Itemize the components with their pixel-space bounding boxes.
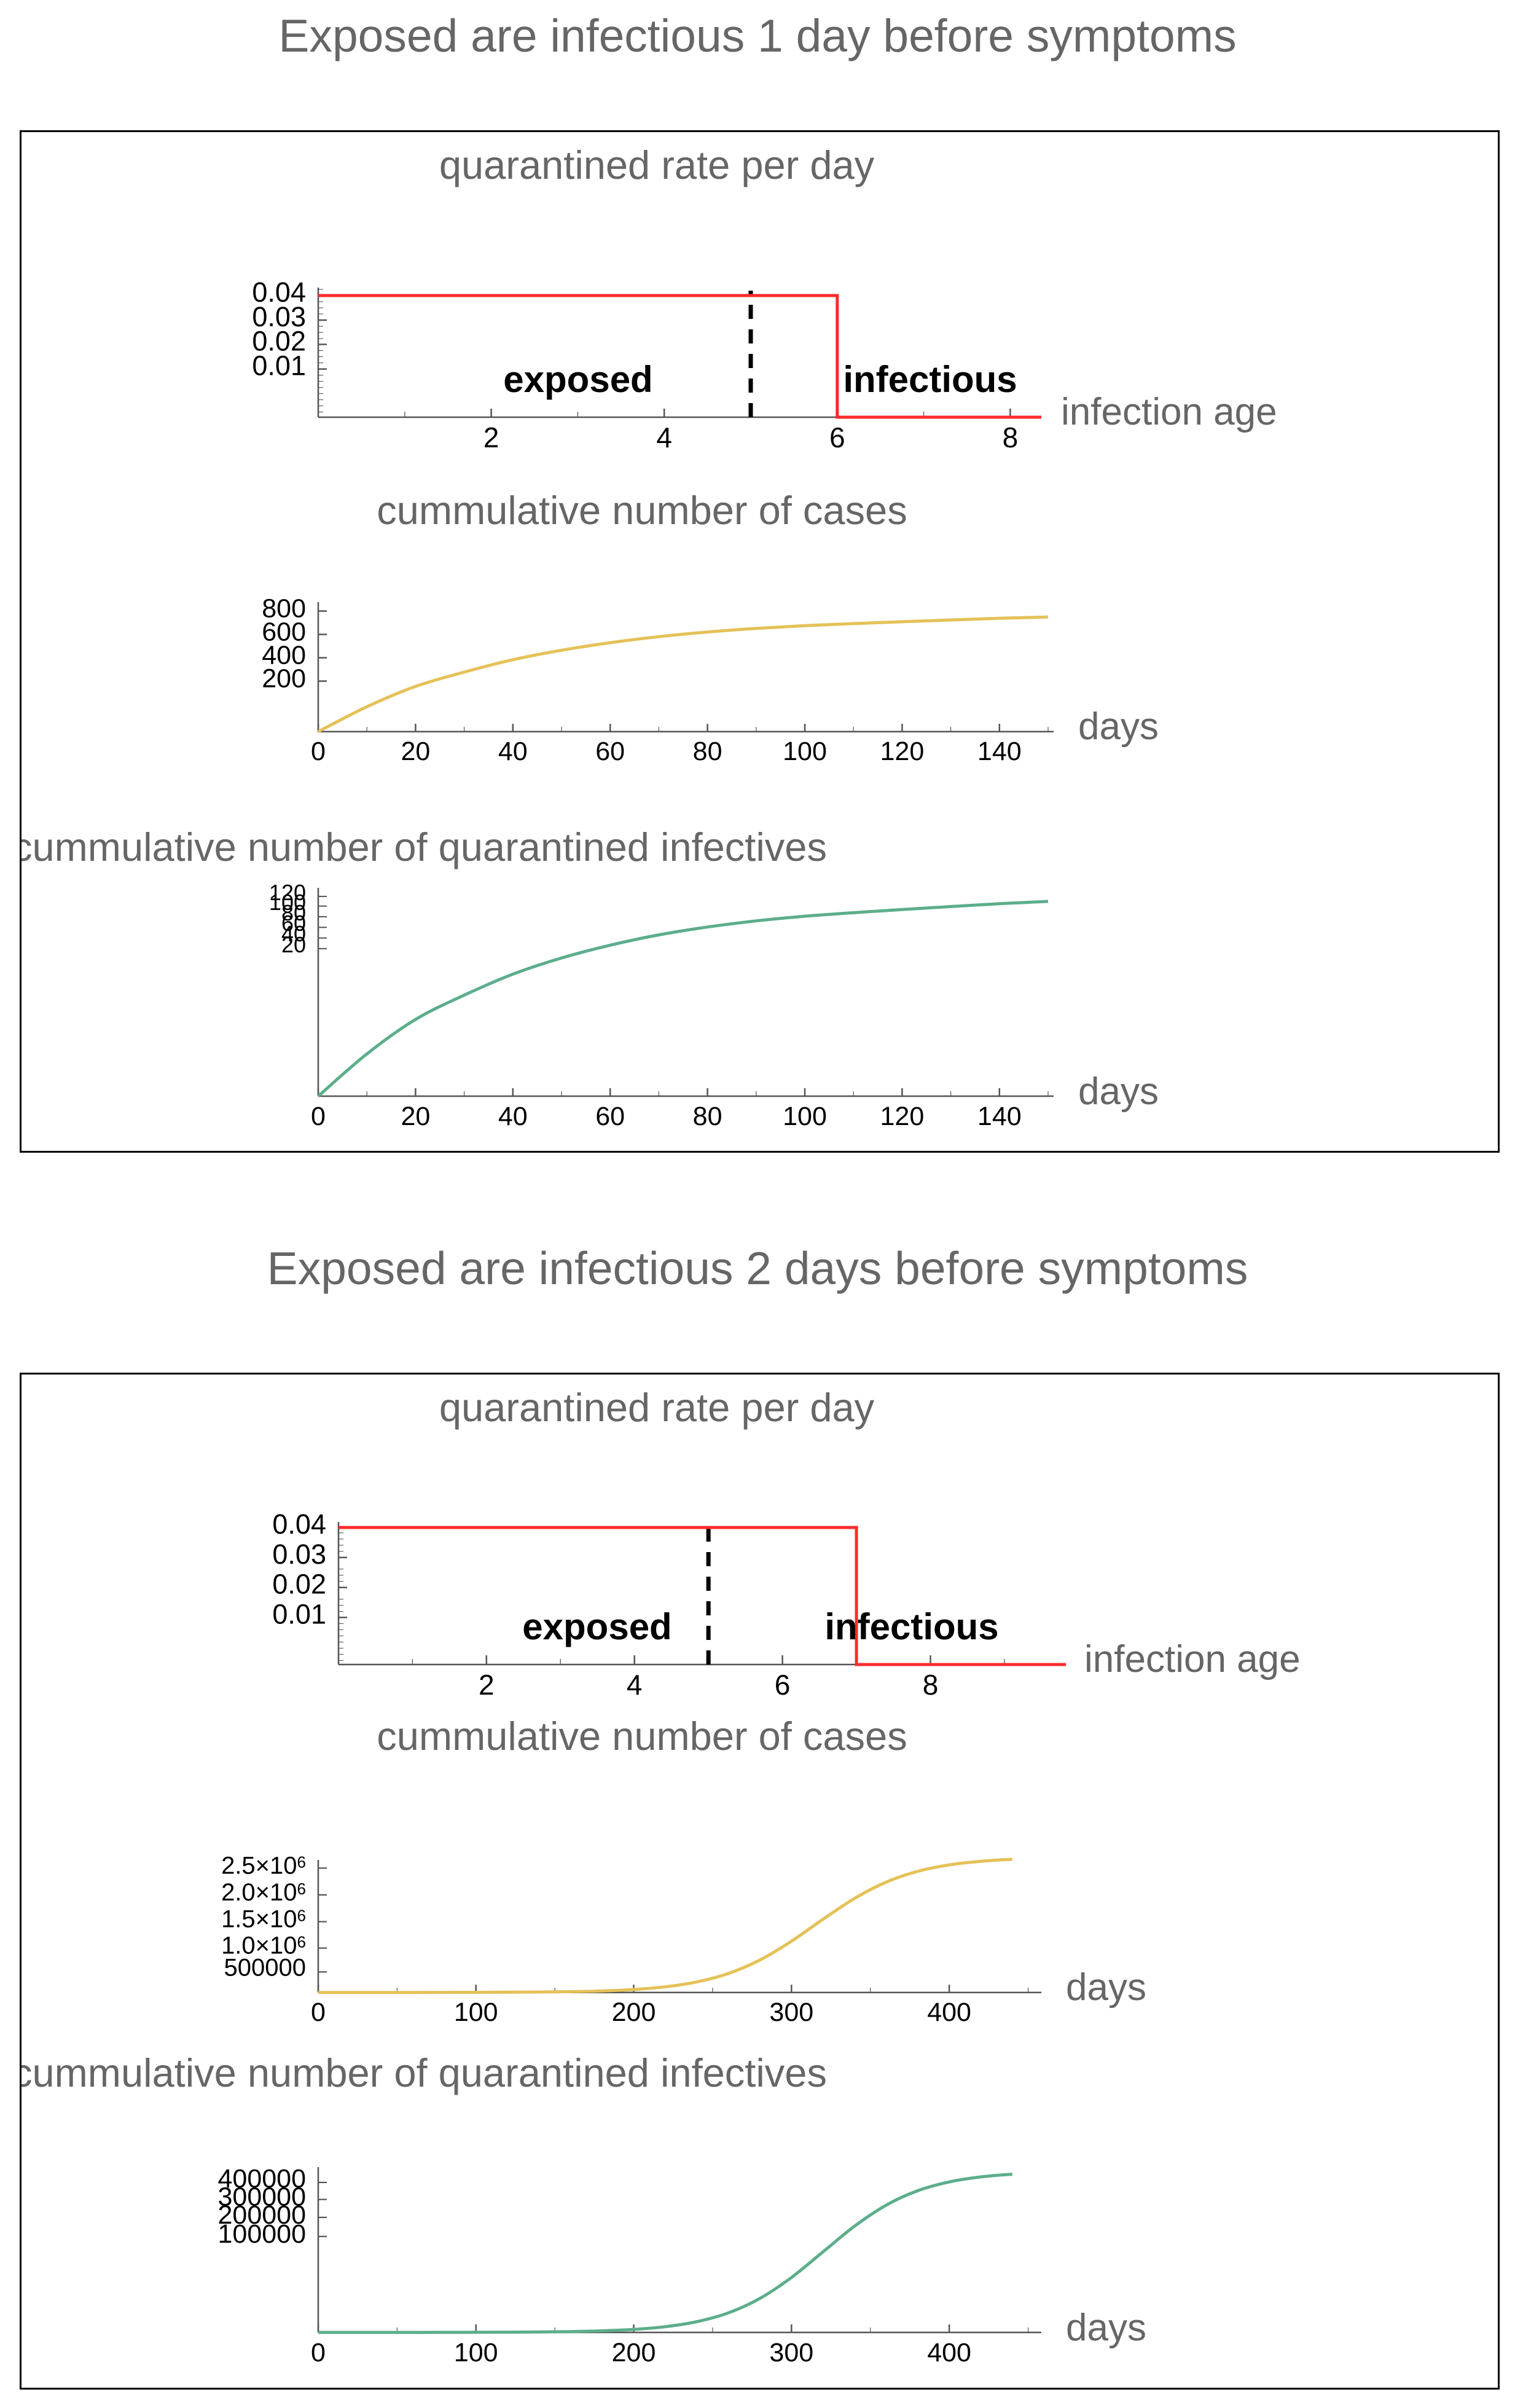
svg-text:300: 300 (769, 2338, 813, 2367)
svg-text:4: 4 (656, 422, 672, 453)
svg-text:2.5×106: 2.5×106 (221, 1852, 306, 1879)
svg-text:days: days (1078, 1070, 1159, 1113)
svg-text:120: 120 (880, 737, 925, 766)
svg-text:60: 60 (595, 737, 625, 766)
svg-text:quarantined rate per day: quarantined rate per day (439, 1385, 875, 1430)
svg-text:2: 2 (479, 1669, 495, 1701)
svg-text:20: 20 (281, 932, 306, 957)
svg-text:8: 8 (1003, 422, 1019, 453)
svg-text:200: 200 (612, 1998, 656, 2027)
svg-text:infection age: infection age (1061, 391, 1277, 433)
svg-text:0.03: 0.03 (272, 1539, 326, 1570)
svg-text:400: 400 (927, 2338, 971, 2367)
svg-text:100: 100 (783, 1102, 827, 1131)
svg-text:days: days (1078, 705, 1159, 748)
svg-text:0.02: 0.02 (272, 1569, 326, 1600)
svg-text:100: 100 (783, 737, 827, 766)
svg-text:infection age: infection age (1084, 1638, 1301, 1681)
svg-text:0.04: 0.04 (272, 1508, 326, 1540)
svg-text:40: 40 (498, 1102, 528, 1131)
svg-text:quarantined rate per day: quarantined rate per day (439, 143, 875, 187)
svg-text:6: 6 (829, 422, 845, 453)
svg-text:100: 100 (454, 2338, 498, 2367)
svg-text:days: days (1066, 2307, 1146, 2349)
svg-text:days: days (1066, 1966, 1146, 2009)
svg-text:120: 120 (880, 1102, 925, 1131)
svg-text:100000: 100000 (218, 2219, 307, 2249)
svg-text:exposed: exposed (503, 359, 652, 400)
svg-text:2.0×106: 2.0×106 (221, 1879, 306, 1906)
svg-text:500000: 500000 (224, 1954, 306, 1981)
svg-text:cummulative number of cases: cummulative number of cases (377, 488, 907, 533)
svg-text:cummulative number of quaranti: cummulative number of quarantined infect… (22, 825, 827, 869)
svg-text:exposed: exposed (522, 1606, 671, 1647)
svg-text:cummulative number of quaranti: cummulative number of quarantined infect… (22, 2050, 827, 2095)
svg-text:0: 0 (311, 2338, 326, 2367)
svg-text:cummulative number of cases: cummulative number of cases (377, 1714, 907, 1759)
svg-text:0: 0 (311, 737, 326, 766)
svg-text:0.01: 0.01 (252, 350, 306, 382)
svg-text:60: 60 (595, 1102, 625, 1131)
svg-text:40: 40 (498, 737, 528, 766)
svg-text:infectious: infectious (843, 359, 1017, 400)
svg-text:140: 140 (977, 737, 1022, 766)
svg-text:400: 400 (927, 1998, 971, 2027)
svg-text:1.5×106: 1.5×106 (221, 1906, 306, 1933)
svg-text:80: 80 (693, 1102, 722, 1131)
svg-text:0: 0 (311, 1998, 326, 2027)
svg-text:100: 100 (454, 1998, 498, 2027)
svg-text:300: 300 (769, 1998, 813, 2027)
svg-text:4: 4 (627, 1669, 643, 1701)
svg-text:200: 200 (612, 2338, 656, 2367)
svg-text:140: 140 (977, 1102, 1022, 1131)
svg-text:0.01: 0.01 (272, 1598, 326, 1630)
svg-text:6: 6 (775, 1669, 791, 1701)
svg-text:8: 8 (923, 1669, 939, 1701)
svg-text:0: 0 (311, 1102, 326, 1131)
svg-text:2: 2 (483, 422, 499, 453)
svg-text:20: 20 (401, 737, 430, 766)
svg-text:80: 80 (693, 737, 722, 766)
svg-text:infectious: infectious (824, 1606, 998, 1647)
svg-text:200: 200 (262, 664, 306, 694)
svg-text:20: 20 (401, 1102, 430, 1131)
